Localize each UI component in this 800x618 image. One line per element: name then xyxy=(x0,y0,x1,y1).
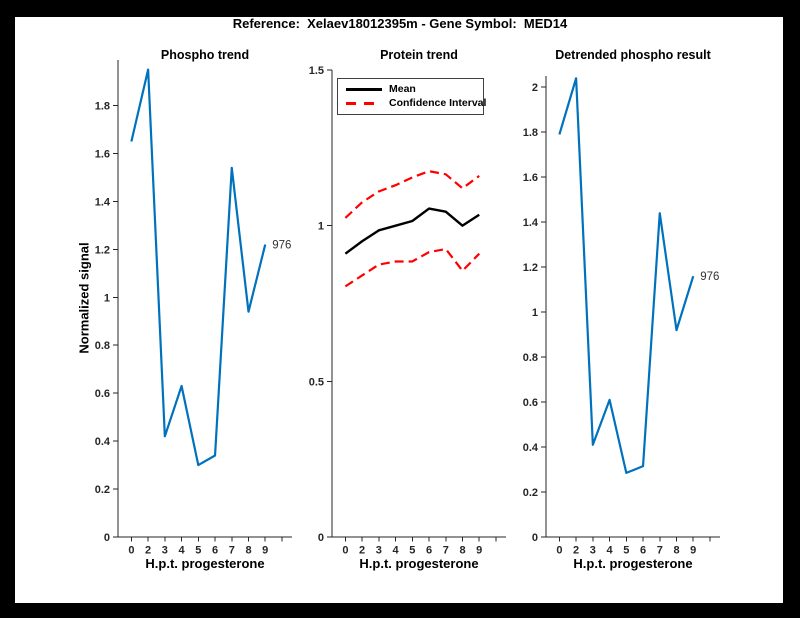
y-tick-label: 1.5 xyxy=(309,65,324,77)
y-tick-label: 1.2 xyxy=(523,262,538,274)
x-tick-label: 5 xyxy=(195,545,201,557)
legend: Mean Confidence Interval xyxy=(337,78,487,115)
solid-line-sample xyxy=(346,88,382,91)
subplot-1: 00.511.50 2 3 4 5 6 7 8 9 xyxy=(309,65,506,557)
y-tick-label: 1.6 xyxy=(523,172,538,184)
y-tick-label: 0.2 xyxy=(95,484,110,496)
y-tick-label: 0 xyxy=(104,532,110,544)
phospho-signal-line xyxy=(130,68,267,467)
x-tick-label: 7 xyxy=(443,545,449,557)
x-tick-label: 2 xyxy=(145,545,151,557)
legend-label: Confidence Interval xyxy=(389,97,487,110)
y-tick-label: 0.4 xyxy=(523,442,539,454)
x-tick-label: 3 xyxy=(590,545,596,557)
x-tick-label: 4 xyxy=(179,545,186,557)
xlabel-phospho: H.p.t. progesterone xyxy=(145,556,265,571)
y-tick-label: 0.6 xyxy=(523,397,538,409)
y-tick-label: 0.6 xyxy=(95,388,110,400)
figure-title: Reference: Xelaev18012395m - Gene Symbol… xyxy=(232,16,568,31)
x-tick-label: 9 xyxy=(262,545,268,557)
y-tick-label: 0 xyxy=(532,532,538,544)
x-tick-label: 3 xyxy=(376,545,382,557)
confidence-interval-upper-line xyxy=(344,170,480,219)
x-tick-label: 9 xyxy=(476,545,482,557)
x-tick-label: 0 xyxy=(128,545,134,557)
y-tick-label: 1.8 xyxy=(95,101,110,113)
subplot-title-phospho-trend: Phospho trend xyxy=(160,48,250,62)
y-tick-label: 1.8 xyxy=(523,127,538,139)
y-tick-label: 1 xyxy=(532,307,538,319)
x-tick-label: 6 xyxy=(426,545,432,557)
x-tick-label: 0 xyxy=(556,545,562,557)
subplot-title-protein-trend: Protein trend xyxy=(380,48,458,62)
x-tick-label: 7 xyxy=(657,545,663,557)
x-tick-label: 4 xyxy=(393,545,400,557)
y-tick-label: 1.4 xyxy=(523,217,539,229)
xlabel-detrended: H.p.t. progesterone xyxy=(573,556,693,571)
mean-line xyxy=(344,207,480,255)
x-tick-label: 8 xyxy=(459,545,465,557)
x-tick-label: 8 xyxy=(245,545,251,557)
y-tick-label: 1 xyxy=(318,221,324,233)
detrended-phospho-signal-line xyxy=(558,77,695,475)
legend-entry: Mean xyxy=(346,84,483,95)
x-tick-label: 3 xyxy=(162,545,168,557)
y-tick-label: 0 xyxy=(318,532,324,544)
confidence-interval-lower-line xyxy=(344,247,481,288)
y-tick-label: 0.5 xyxy=(309,376,324,388)
y-tick-label: 0.8 xyxy=(95,340,110,352)
x-tick-label: 0 xyxy=(342,545,348,557)
subplot-title-detrended-phospho: Detrended phospho result xyxy=(555,48,711,62)
x-tick-label: 2 xyxy=(359,545,365,557)
y-tick-label: 0.2 xyxy=(523,487,538,499)
xlabel-protein: H.p.t. progesterone xyxy=(359,556,479,571)
ylabel-normalized-signal: Normalized signal xyxy=(76,242,92,354)
x-tick-label: 6 xyxy=(212,545,218,557)
y-tick-label: 0.4 xyxy=(95,436,111,448)
y-tick-label: 1.2 xyxy=(95,244,110,256)
x-tick-label: 9 xyxy=(690,545,696,557)
endpoint-annotation: 976 xyxy=(700,271,719,283)
x-tick-label: 6 xyxy=(640,545,646,557)
y-tick-label: 2 xyxy=(532,82,538,94)
y-tick-label: 1.6 xyxy=(95,148,110,160)
x-tick-label: 8 xyxy=(673,545,679,557)
x-tick-label: 4 xyxy=(607,545,614,557)
y-tick-label: 1 xyxy=(104,292,110,304)
dashed-line-sample xyxy=(346,102,382,105)
legend-label: Mean xyxy=(389,83,416,96)
y-tick-label: 1.4 xyxy=(95,196,111,208)
endpoint-annotation: 976 xyxy=(272,240,291,252)
x-tick-label: 5 xyxy=(409,545,415,557)
x-tick-label: 5 xyxy=(623,545,629,557)
x-tick-label: 2 xyxy=(573,545,579,557)
y-tick-label: 0.8 xyxy=(523,352,538,364)
legend-entry: Confidence Interval xyxy=(346,97,487,110)
x-tick-label: 7 xyxy=(229,545,235,557)
